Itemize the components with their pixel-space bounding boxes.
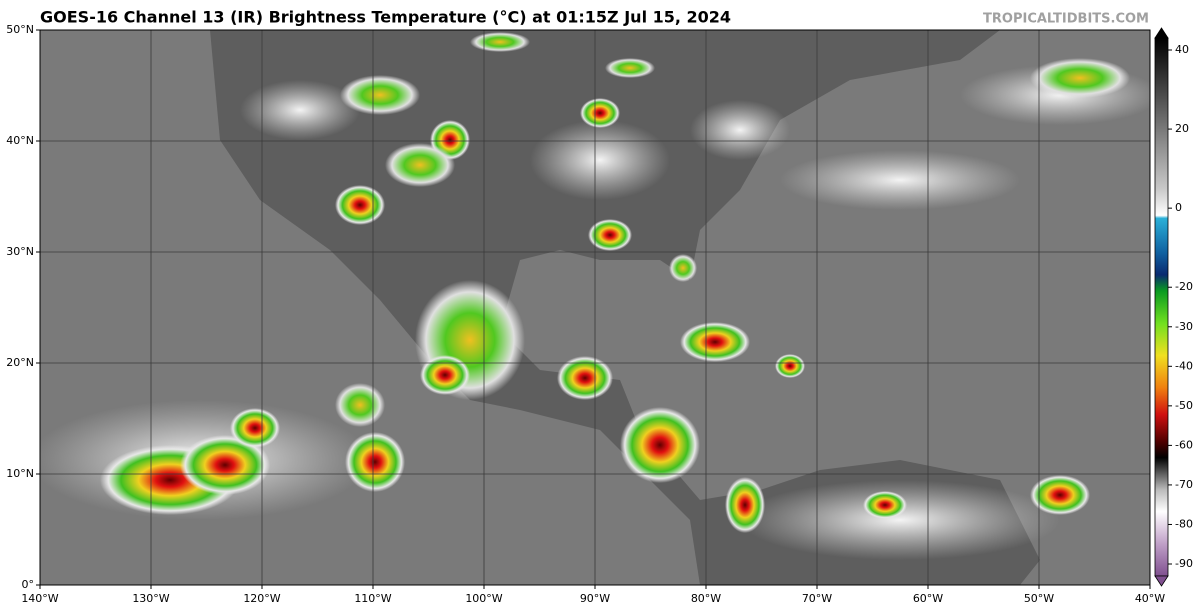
y-tick-label: 30°N bbox=[6, 245, 34, 258]
colorbar-bottom-arrow bbox=[1154, 575, 1169, 587]
x-tick-label: 140°W bbox=[21, 592, 58, 605]
y-tick-label: 20°N bbox=[6, 356, 34, 369]
colorbar-tick-label: -70 bbox=[1175, 478, 1193, 491]
x-tick-label: 70°W bbox=[802, 592, 832, 605]
colorbar-tick-label: -30 bbox=[1175, 320, 1193, 333]
y-tick-label: 40°N bbox=[6, 134, 34, 147]
x-tick-label: 100°W bbox=[465, 592, 502, 605]
x-tick-label: 50°W bbox=[1024, 592, 1054, 605]
colorbar-tick-label: -90 bbox=[1175, 557, 1193, 570]
colorbar-tick-label: -50 bbox=[1175, 399, 1193, 412]
colorbar-tick-label: -20 bbox=[1175, 280, 1193, 293]
colorbar-tick-label: -40 bbox=[1175, 359, 1193, 372]
credit: TROPICALTIDBITS.COM bbox=[983, 12, 1149, 27]
x-tick-label: 40°W bbox=[1135, 592, 1165, 605]
colorbar-tick-label: 40 bbox=[1175, 43, 1189, 56]
title: GOES-16 Channel 13 (IR) Brightness Tempe… bbox=[40, 8, 731, 27]
y-tick-label: 50°N bbox=[6, 23, 34, 36]
x-tick-label: 110°W bbox=[354, 592, 391, 605]
y-tick-label: 10°N bbox=[6, 467, 34, 480]
colorbar bbox=[1154, 37, 1169, 577]
colorbar-tick-label: -60 bbox=[1175, 438, 1193, 451]
x-tick-label: 60°W bbox=[913, 592, 943, 605]
x-tick-label: 130°W bbox=[132, 592, 169, 605]
colorbar-tick-label: -80 bbox=[1175, 517, 1193, 530]
colorbar-top-arrow bbox=[1154, 27, 1169, 39]
y-tick-label: 0° bbox=[22, 578, 35, 591]
colorbar-tick-label: 0 bbox=[1175, 201, 1182, 214]
x-tick-label: 80°W bbox=[691, 592, 721, 605]
x-tick-label: 90°W bbox=[580, 592, 610, 605]
colorbar-tick-label: 20 bbox=[1175, 122, 1189, 135]
x-tick-label: 120°W bbox=[243, 592, 280, 605]
